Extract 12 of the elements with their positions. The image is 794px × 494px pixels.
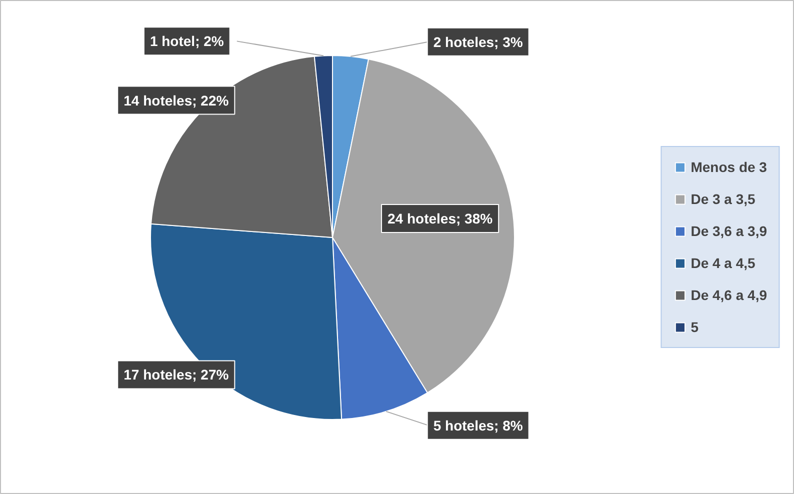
data-label: 5 hoteles; 8% (433, 417, 524, 434)
data-label: 1 hotel; 2% (150, 33, 224, 50)
legend-label: 5 (690, 319, 700, 335)
data-label: 14 hoteles; 22% (124, 92, 230, 108)
legend-label: Menos de 3 (690, 159, 767, 175)
legend-label: De 3,6 a 3,9 (690, 223, 767, 239)
legend-label: De 3 a 3,5 (690, 191, 756, 207)
legend-label: De 4,6 a 4,9 (690, 287, 767, 303)
data-label: 24 hoteles; 38% (388, 210, 494, 227)
data-label: 2 hoteles; 3% (433, 34, 524, 50)
data-label: 17 hoteles; 27% (124, 366, 230, 383)
legend-label: De 4 a 4,5 (690, 255, 756, 271)
